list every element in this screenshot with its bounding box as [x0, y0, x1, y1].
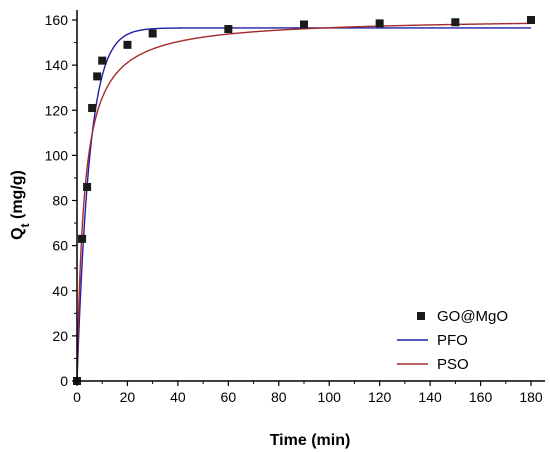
- data-point-go-mgo: [375, 19, 384, 28]
- x-tick-label: 20: [120, 389, 136, 405]
- y-tick-label: 140: [45, 57, 69, 73]
- fit-curves: [76, 22, 532, 382]
- data-point-go-mgo: [98, 56, 107, 65]
- data-point-go-mgo: [93, 72, 102, 81]
- y-tick-label: 0: [60, 373, 68, 389]
- x-tick-label: 120: [368, 389, 392, 405]
- data-point-go-mgo: [224, 25, 233, 34]
- y-tick-label: 40: [52, 283, 68, 299]
- x-ticks: 0 20 40 60 80 100 120 140 160 180: [73, 381, 543, 405]
- legend: GO@MgO PFO PSO: [397, 308, 508, 373]
- data-point-go-mgo: [88, 103, 97, 112]
- x-tick-label: 160: [469, 389, 493, 405]
- data-point-go-mgo: [78, 234, 87, 243]
- x-tick-label: 0: [73, 389, 81, 405]
- data-points: [73, 16, 535, 385]
- legend-marker-go-mgo: [417, 312, 425, 320]
- x-tick-label: 100: [318, 389, 342, 405]
- data-point-go-mgo: [123, 40, 132, 49]
- pfo-fit-line: [76, 27, 531, 382]
- pso-fit-line: [76, 22, 532, 382]
- x-tick-label: 180: [519, 389, 543, 405]
- data-point-go-mgo: [527, 16, 535, 24]
- x-tick-label: 60: [221, 389, 237, 405]
- data-point-go-mgo: [451, 18, 460, 27]
- legend-label-pso: PSO: [437, 356, 469, 373]
- legend-label-go-mgo: GO@MgO: [437, 308, 508, 325]
- y-tick-label: 20: [52, 328, 68, 344]
- data-point-go-mgo: [148, 29, 157, 38]
- y-axis-title-unit: (mg/g): [9, 170, 26, 223]
- data-point-go-mgo: [83, 182, 92, 191]
- x-axis-title: Time (min): [270, 432, 351, 449]
- y-axis-title-main: Q: [9, 227, 26, 239]
- y-tick-label: 100: [45, 147, 69, 163]
- y-axis-title-subscript: t: [18, 223, 32, 227]
- axes: [76, 10, 545, 382]
- y-tick-label: 60: [52, 238, 68, 254]
- y-tick-label: 160: [45, 12, 69, 28]
- y-tick-label: 80: [52, 193, 68, 209]
- x-tick-label: 140: [418, 389, 442, 405]
- x-tick-label: 40: [170, 389, 186, 405]
- data-point-go-mgo: [300, 20, 308, 29]
- y-axis-title: Qt (mg/g): [9, 170, 32, 240]
- y-ticks: 0 20 40 60 80 100 120 140 160: [45, 12, 77, 389]
- x-tick-label: 80: [271, 389, 287, 405]
- y-tick-label: 120: [45, 102, 69, 118]
- legend-label-pfo: PFO: [437, 332, 468, 349]
